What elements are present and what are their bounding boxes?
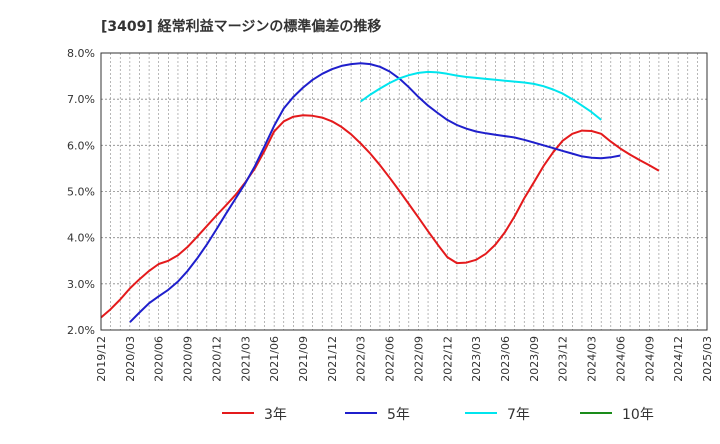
- y-axis-ticks: 2.0% 3.0% 4.0% 5.0% 6.0% 7.0% 8.0%: [67, 47, 95, 337]
- legend-label-2: 7年: [507, 407, 530, 423]
- x-axis-ticks: 2019/12 2020/03 2020/06 2020/09 2020/12 2021/…: [95, 336, 714, 382]
- x-tick-label: 2023/09: [528, 336, 541, 382]
- y-tick-label: 4.0%: [67, 232, 95, 245]
- x-tick-label: 2025/03: [701, 336, 714, 382]
- series-lines: [100, 62, 660, 323]
- x-tick-label: 2024/06: [614, 336, 627, 382]
- x-tick-label: 2021/12: [326, 336, 339, 382]
- series-line-1: [129, 62, 621, 323]
- x-tick-label: 2021/06: [268, 336, 281, 382]
- x-tick-label: 2023/12: [557, 336, 570, 382]
- x-tick-label: 2024/09: [643, 336, 656, 382]
- x-tick-label: 2022/03: [355, 336, 368, 382]
- x-tick-label: 2022/12: [441, 336, 454, 382]
- x-tick-label: 2019/12: [95, 336, 108, 382]
- series-line-0: [100, 114, 660, 319]
- x-tick-label: 2020/12: [210, 336, 223, 382]
- legend-label-3: 10年: [622, 407, 654, 423]
- y-tick-label: 8.0%: [67, 47, 95, 60]
- series-line-2: [360, 70, 602, 121]
- x-tick-label: 2020/06: [153, 336, 166, 382]
- legend-label-0: 3年: [264, 407, 287, 423]
- y-tick-label: 5.0%: [67, 186, 95, 199]
- legend: 3年 5年 7年 10年: [222, 407, 654, 423]
- x-tick-label: 2020/03: [124, 336, 137, 382]
- x-tick-label: 2021/03: [239, 336, 252, 382]
- x-tick-label: 2020/09: [182, 336, 195, 382]
- x-tick-label: 2021/09: [297, 336, 310, 382]
- x-tick-label: 2023/03: [470, 336, 483, 382]
- y-tick-label: 3.0%: [67, 278, 95, 291]
- x-tick-label: 2024/03: [586, 336, 599, 382]
- x-tick-label: 2023/06: [499, 336, 512, 382]
- y-tick-label: 6.0%: [67, 139, 95, 152]
- x-tick-label: 2022/09: [412, 336, 425, 382]
- plot-area-border: [100, 52, 708, 331]
- x-tick-label: 2022/06: [384, 336, 397, 382]
- legend-label-1: 5年: [387, 407, 410, 423]
- y-tick-label: 2.0%: [67, 324, 95, 337]
- x-tick-label: 2024/12: [672, 336, 685, 382]
- grid-lines: [100, 52, 708, 331]
- chart-title: [3409] 経常利益マージンの標準偏差の推移: [101, 18, 381, 35]
- y-tick-label: 7.0%: [67, 93, 95, 106]
